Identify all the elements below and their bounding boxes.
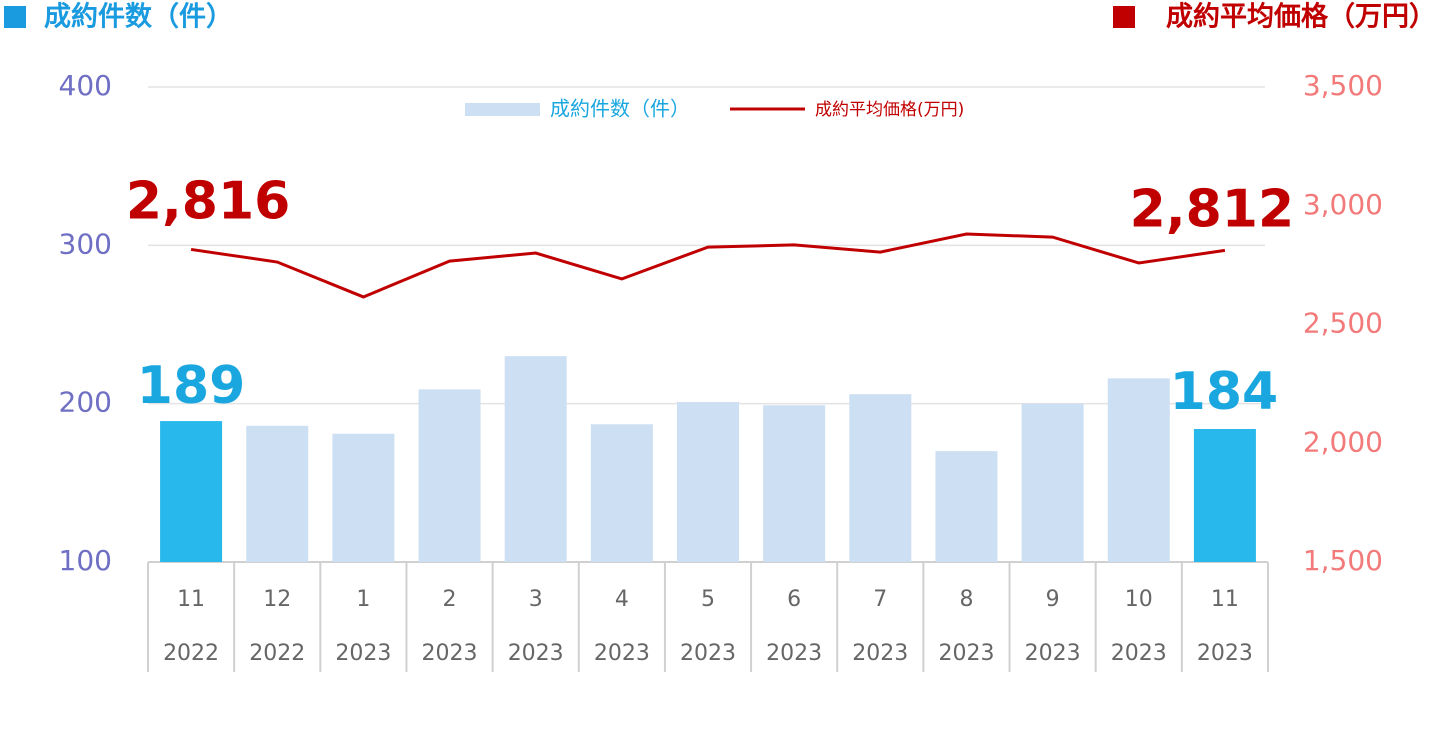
data-label: 2,812 — [1130, 179, 1294, 239]
x-tick-label: 6 — [787, 587, 801, 612]
y2-tick-label: 2,000 — [1303, 425, 1383, 458]
x-tick-label: 2023 — [766, 641, 822, 666]
x-tick-label: 2023 — [422, 641, 478, 666]
x-tick-label: 2023 — [335, 641, 391, 666]
x-tick-label: 10 — [1125, 587, 1153, 612]
x-tick-label: 2023 — [680, 641, 736, 666]
bar — [590, 424, 653, 562]
x-tick-label: 2023 — [508, 641, 564, 666]
x-tick-label: 12 — [263, 587, 291, 612]
x-tick-label: 11 — [1211, 587, 1239, 612]
x-tick-label: 2023 — [1025, 641, 1081, 666]
x-tick-label: 4 — [615, 587, 629, 612]
x-tick-label: 3 — [529, 587, 543, 612]
bar — [1107, 378, 1170, 562]
x-tick-label: 2023 — [1111, 641, 1167, 666]
x-tick-label: 2023 — [938, 641, 994, 666]
bar — [1193, 429, 1256, 562]
x-tick-label: 2022 — [249, 641, 305, 666]
title-marker — [4, 6, 26, 28]
legend-label: 成約件数（件） — [550, 97, 690, 121]
legend-swatch — [465, 103, 540, 116]
x-tick-label: 8 — [959, 587, 973, 612]
y2-tick-label: 2,500 — [1303, 307, 1383, 340]
x-tick-label: 2023 — [594, 641, 650, 666]
x-tick-label: 7 — [873, 587, 887, 612]
y-tick-label: 100 — [59, 544, 112, 577]
bar — [160, 421, 223, 562]
bar — [418, 389, 481, 562]
data-label: 184 — [1170, 362, 1279, 422]
line — [190, 232, 1226, 299]
bar — [1021, 403, 1084, 562]
x-tick-label: 2023 — [852, 641, 908, 666]
x-tick-label: 2023 — [1197, 641, 1253, 666]
bar — [246, 425, 309, 562]
y-tick-label: 300 — [59, 227, 112, 260]
right-axis-title: 成約平均価格（万円） — [1166, 1, 1436, 33]
x-tick-label: 5 — [701, 587, 715, 612]
legend-label: 成約平均価格(万円) — [815, 100, 964, 120]
title-marker — [1113, 6, 1135, 28]
x-tick-label: 2 — [443, 587, 457, 612]
y-tick-label: 200 — [59, 386, 112, 419]
x-tick-label: 2022 — [163, 641, 219, 666]
bar — [677, 402, 739, 562]
y2-tick-label: 3,000 — [1303, 188, 1383, 221]
y2-tick-label: 1,500 — [1303, 544, 1383, 577]
data-label: 2,816 — [126, 171, 290, 231]
bar — [763, 405, 826, 562]
bar — [332, 433, 395, 562]
bar — [849, 394, 912, 562]
bar — [504, 356, 567, 562]
bar — [935, 451, 998, 562]
y2-tick-label: 3,500 — [1303, 69, 1383, 102]
x-tick-label: 1 — [356, 587, 370, 612]
x-tick-label: 11 — [177, 587, 205, 612]
x-tick-label: 9 — [1046, 587, 1060, 612]
data-label: 189 — [137, 356, 246, 416]
y-tick-label: 400 — [59, 69, 112, 102]
left-axis-title: 成約件数（件） — [44, 1, 233, 33]
